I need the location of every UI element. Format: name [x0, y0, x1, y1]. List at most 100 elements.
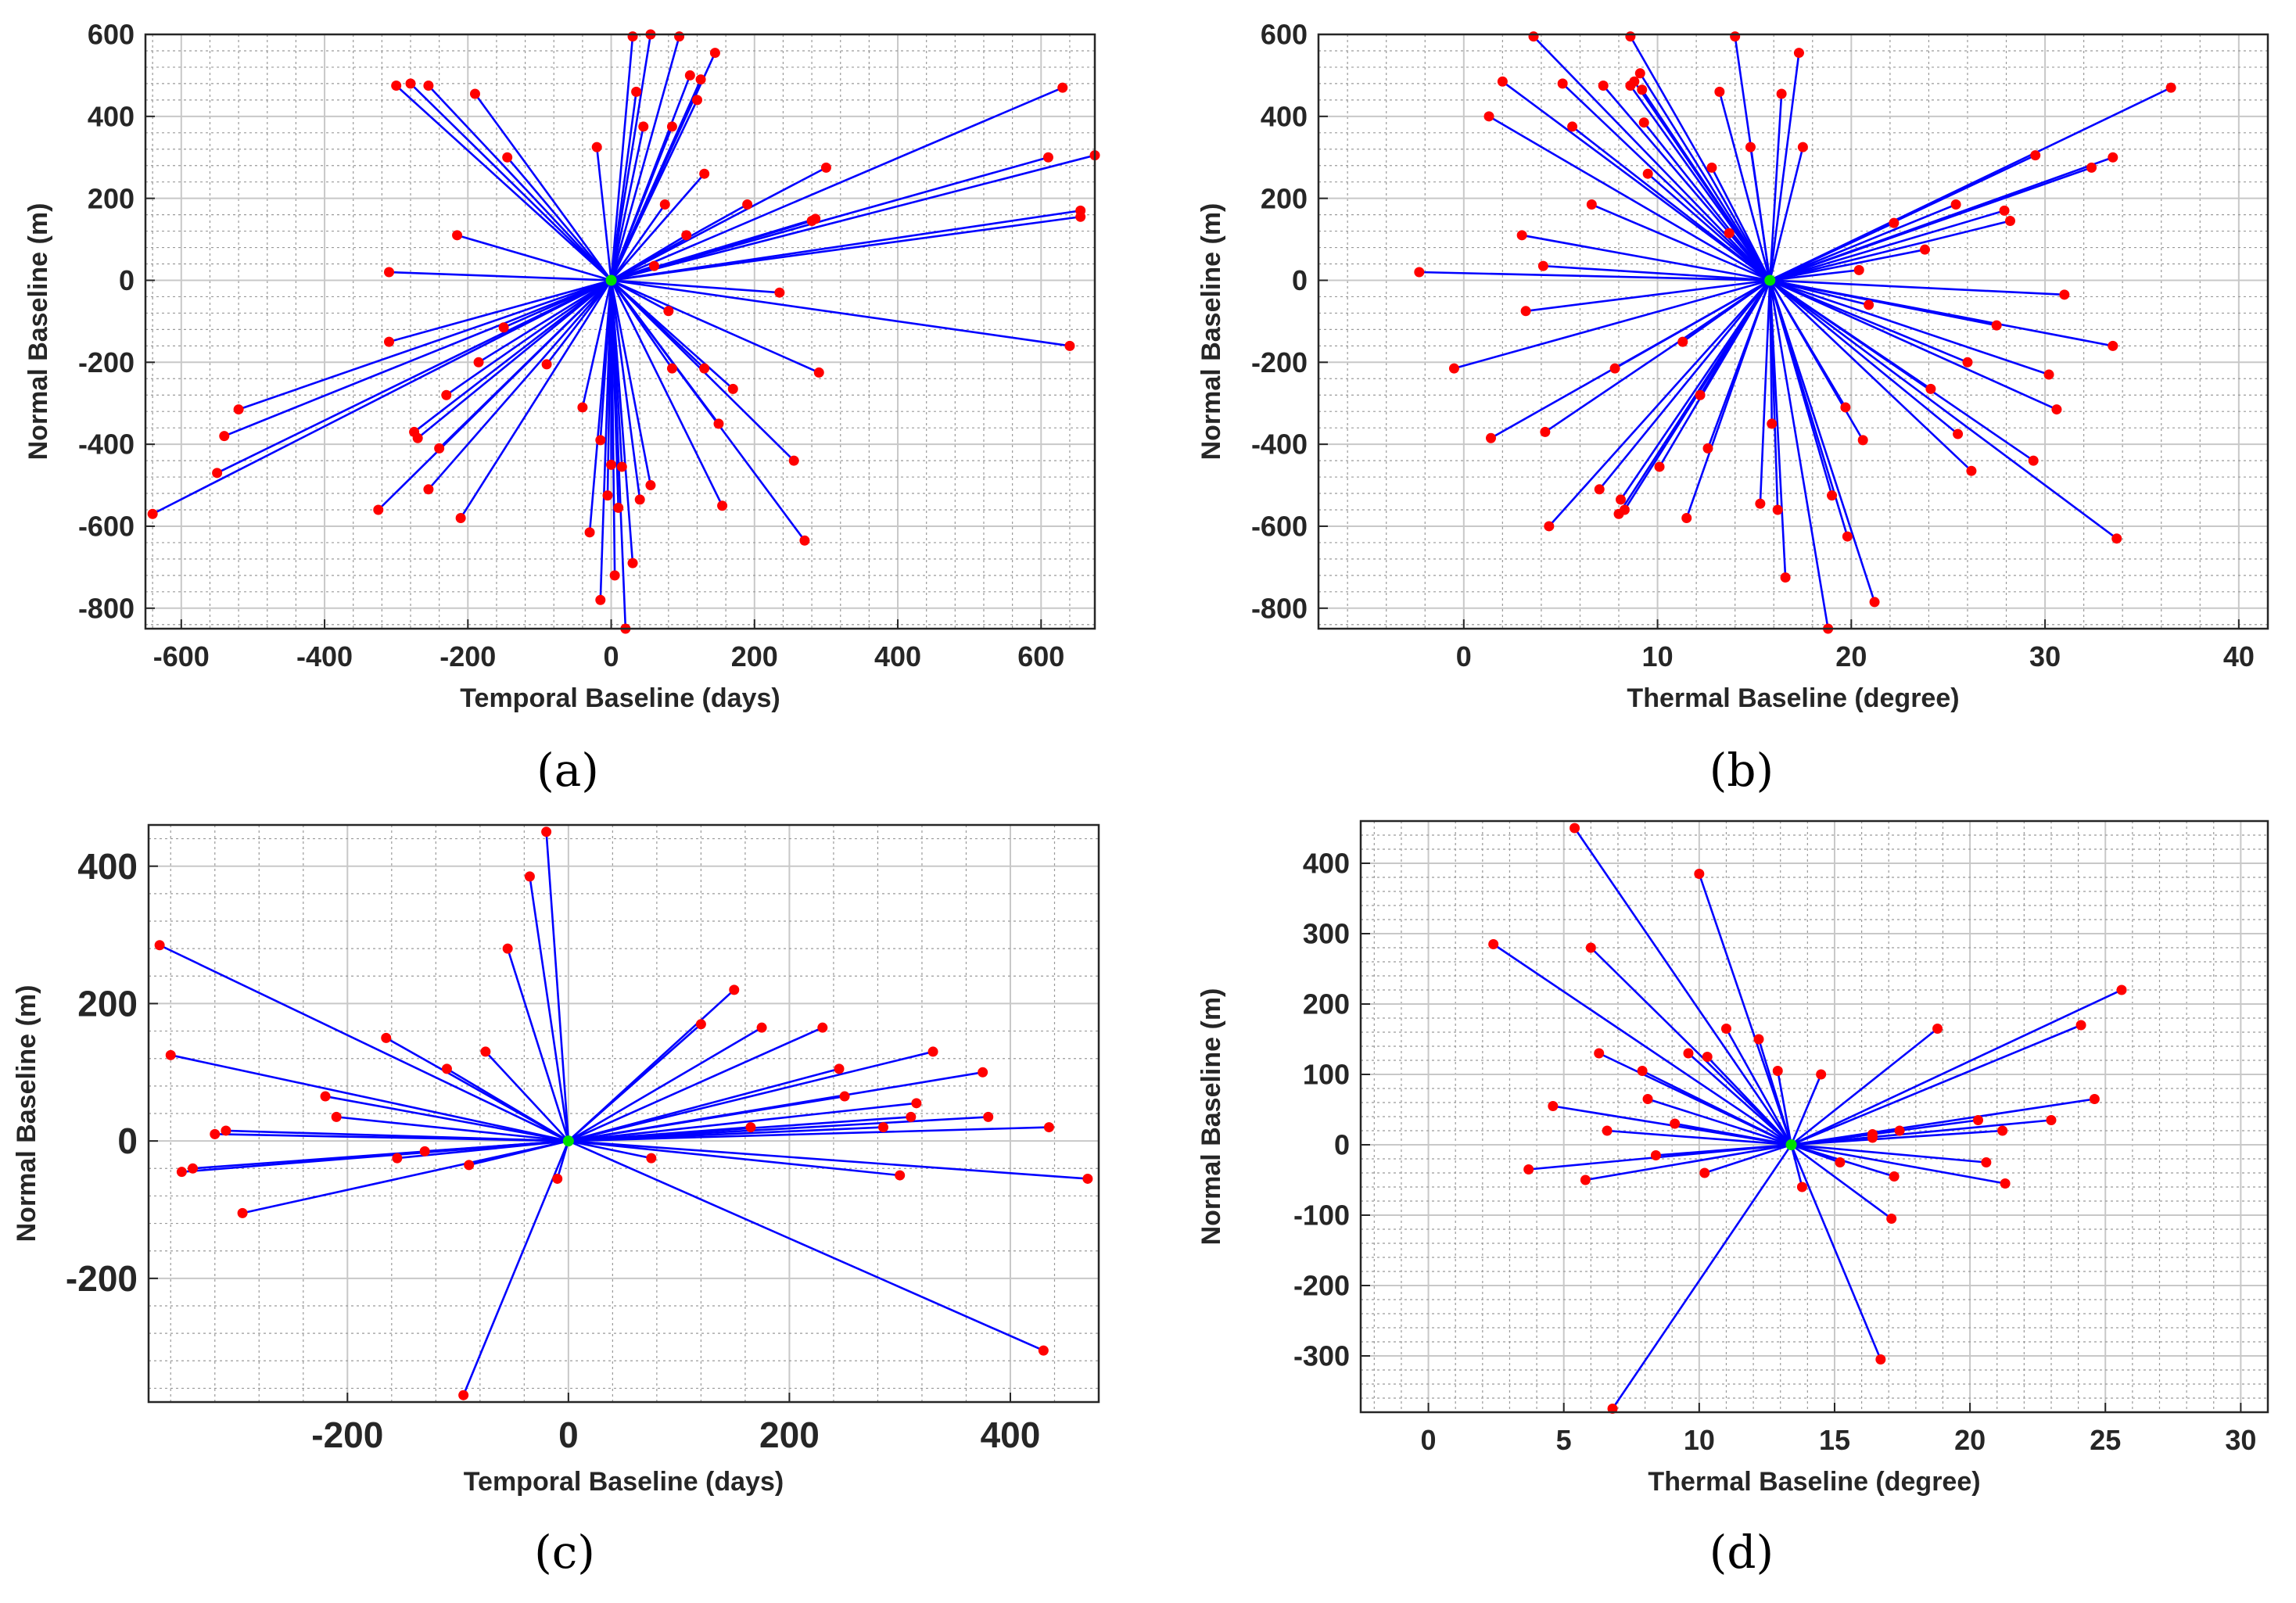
- y-axis-label: Normal Baseline (m): [23, 203, 53, 461]
- x-tick-label: 30: [2029, 640, 2061, 672]
- baseline-line: [610, 280, 634, 564]
- slave-point: [2004, 215, 2015, 226]
- slave-point: [458, 1390, 469, 1400]
- slave-point: [1981, 1157, 1992, 1167]
- baseline-line: [568, 1139, 652, 1160]
- slave-point: [1602, 1125, 1613, 1136]
- baseline-line: [1674, 1122, 1792, 1146]
- baseline-line: [1614, 279, 1770, 370]
- baseline-line: [610, 36, 680, 281]
- baseline-line: [1641, 1070, 1792, 1146]
- x-tick-label: -400: [296, 640, 353, 672]
- slave-point: [616, 461, 627, 472]
- baseline-line: [474, 93, 612, 282]
- slave-point: [1702, 1052, 1713, 1062]
- baseline-line: [325, 1095, 569, 1142]
- slave-point: [1580, 1174, 1591, 1185]
- y-tick-label: -400: [1251, 429, 1308, 461]
- baseline-line: [1769, 279, 1972, 472]
- baseline-line: [1688, 1053, 1792, 1146]
- slave-point: [591, 142, 602, 152]
- baseline-line: [1710, 167, 1771, 282]
- x-axis-label: Temporal Baseline (days): [460, 683, 780, 713]
- slave-point: [480, 1046, 491, 1057]
- slave-point: [1654, 461, 1665, 472]
- chart-panel-1: -600 -400 -200 0 200 400 600 -800 -600 -400 -200 0 2…: [23, 19, 1100, 797]
- slave-point: [684, 70, 695, 81]
- baseline-lines: [1492, 827, 2122, 1410]
- x-tick-label: 10: [1684, 1424, 1715, 1456]
- slave-point: [631, 86, 642, 97]
- slave-point: [1042, 152, 1053, 163]
- y-tick-label: -100: [1293, 1200, 1350, 1232]
- plot-area: [1361, 821, 2268, 1412]
- panel-label: (a): [536, 744, 599, 797]
- slave-point: [1972, 1115, 1983, 1125]
- y-tick-label: 0: [117, 1121, 138, 1161]
- baseline-line: [1647, 173, 1771, 282]
- slave-point: [1950, 199, 1961, 210]
- slave-point: [1730, 31, 1741, 42]
- slave-point: [502, 943, 513, 954]
- slave-point: [423, 484, 434, 495]
- slave-point: [1925, 383, 1936, 394]
- baseline-line: [468, 1139, 569, 1167]
- y-tick-label: 200: [88, 182, 135, 214]
- slave-point: [2111, 533, 2122, 544]
- slave-point: [645, 480, 656, 491]
- slave-point: [2028, 455, 2039, 466]
- baseline-line: [529, 876, 570, 1142]
- baseline-line: [610, 279, 723, 507]
- slave-point: [1528, 31, 1539, 42]
- slave-point: [1570, 823, 1580, 834]
- master-point: [562, 1135, 574, 1147]
- slave-point: [1991, 320, 2002, 331]
- baseline-line: [389, 271, 612, 282]
- baseline-line: [568, 1139, 1088, 1180]
- slave-point: [541, 359, 552, 370]
- slave-point: [384, 336, 395, 347]
- slave-point: [1745, 142, 1756, 152]
- slave-point: [978, 1067, 988, 1078]
- slave-point: [1523, 1164, 1534, 1174]
- baseline-line: [1706, 1056, 1792, 1146]
- slave-point: [699, 363, 710, 374]
- slave-point: [834, 1063, 845, 1074]
- baseline-line: [595, 146, 612, 281]
- baseline-line: [1791, 1119, 2052, 1146]
- slave-point: [1548, 1101, 1559, 1111]
- slave-point: [524, 871, 535, 882]
- baseline-line: [238, 279, 612, 411]
- slave-point: [1677, 336, 1688, 347]
- baseline-line: [1769, 280, 1876, 603]
- slave-point: [1520, 306, 1531, 317]
- slave-point: [742, 199, 753, 210]
- baseline-line: [1769, 210, 2005, 282]
- slave-point: [1889, 217, 1900, 228]
- slave-point: [441, 389, 452, 400]
- y-tick-label: -800: [1251, 592, 1308, 624]
- baseline-line: [1769, 220, 2011, 282]
- y-tick-label: 200: [1303, 988, 1350, 1020]
- slave-point: [2108, 340, 2118, 351]
- chart-panel-4: 0 5 10 15 20 25 30 -300 -200 -100 0 100 200 300 400 The…: [1196, 819, 2269, 1579]
- baseline-line: [610, 279, 734, 390]
- slave-point: [1598, 81, 1609, 91]
- baseline-line: [460, 279, 612, 519]
- slave-point: [681, 230, 692, 241]
- baseline-line: [1770, 248, 1925, 282]
- slave-point: [666, 121, 677, 132]
- baseline-line: [1769, 279, 2034, 462]
- slave-point: [595, 435, 606, 446]
- slave-point: [1875, 1354, 1886, 1365]
- slave-point: [813, 367, 824, 378]
- baseline-line: [1639, 73, 1771, 282]
- baseline-line: [568, 1027, 762, 1142]
- slave-point: [233, 404, 244, 415]
- slave-point: [666, 363, 677, 374]
- baseline-line: [1641, 89, 1771, 282]
- baseline-line: [1629, 35, 1771, 282]
- slave-point: [1642, 168, 1653, 179]
- slave-point: [1642, 1094, 1653, 1104]
- baseline-line: [1543, 264, 1770, 282]
